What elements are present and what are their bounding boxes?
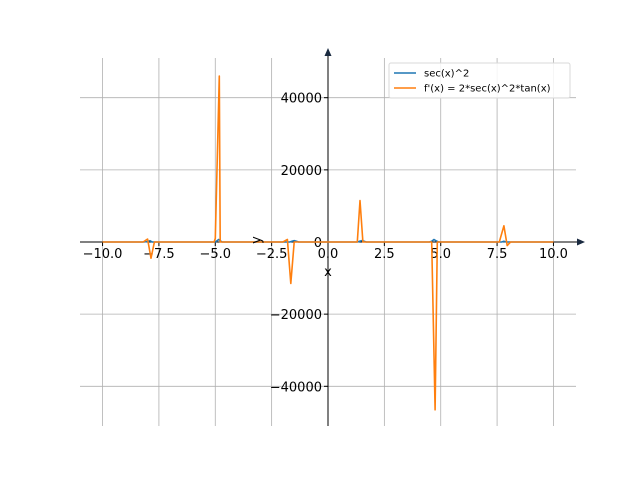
axes — [80, 48, 585, 426]
y-tick-label: 20000 — [281, 164, 322, 179]
series-line-1 — [102, 75, 554, 411]
y-tick-label: −40000 — [270, 380, 322, 395]
y-tick-label: 0 — [314, 236, 322, 251]
x-tick-label: 7.5 — [487, 247, 508, 262]
x-tick-label: 0.0 — [318, 247, 339, 262]
legend: sec(x)^2 f'(x) = 2*sec(x)^2*tan(x) — [388, 62, 571, 99]
legend-box — [388, 62, 571, 99]
x-tick-label: −2.5 — [256, 247, 288, 262]
legend-label-0: sec(x)^2 — [424, 69, 469, 80]
x-tick-label: −7.5 — [143, 247, 175, 262]
x-ticks: −10.0 −7.5 −5.0 −2.5 0.0 2.5 5.0 7.5 10.0 — [83, 242, 568, 262]
y-axis-arrow-icon — [324, 48, 332, 56]
legend-label-1: f'(x) = 2*sec(x)^2*tan(x) — [424, 84, 551, 95]
y-tick-label: 40000 — [281, 92, 322, 107]
y-tick-label: −20000 — [270, 308, 322, 323]
x-tick-label: −5.0 — [199, 247, 231, 262]
y-ticks: −40000 −20000 0 20000 40000 — [270, 92, 328, 395]
y-axis-label: y — [249, 236, 264, 244]
series-lines — [102, 75, 554, 411]
x-tick-label: 2.5 — [374, 247, 395, 262]
x-tick-label: −10.0 — [83, 247, 123, 262]
x-tick-label: 10.0 — [539, 247, 568, 262]
x-tick-label: 5.0 — [430, 247, 451, 262]
x-axis-arrow-icon — [577, 238, 585, 246]
x-axis-label: x — [324, 265, 332, 280]
